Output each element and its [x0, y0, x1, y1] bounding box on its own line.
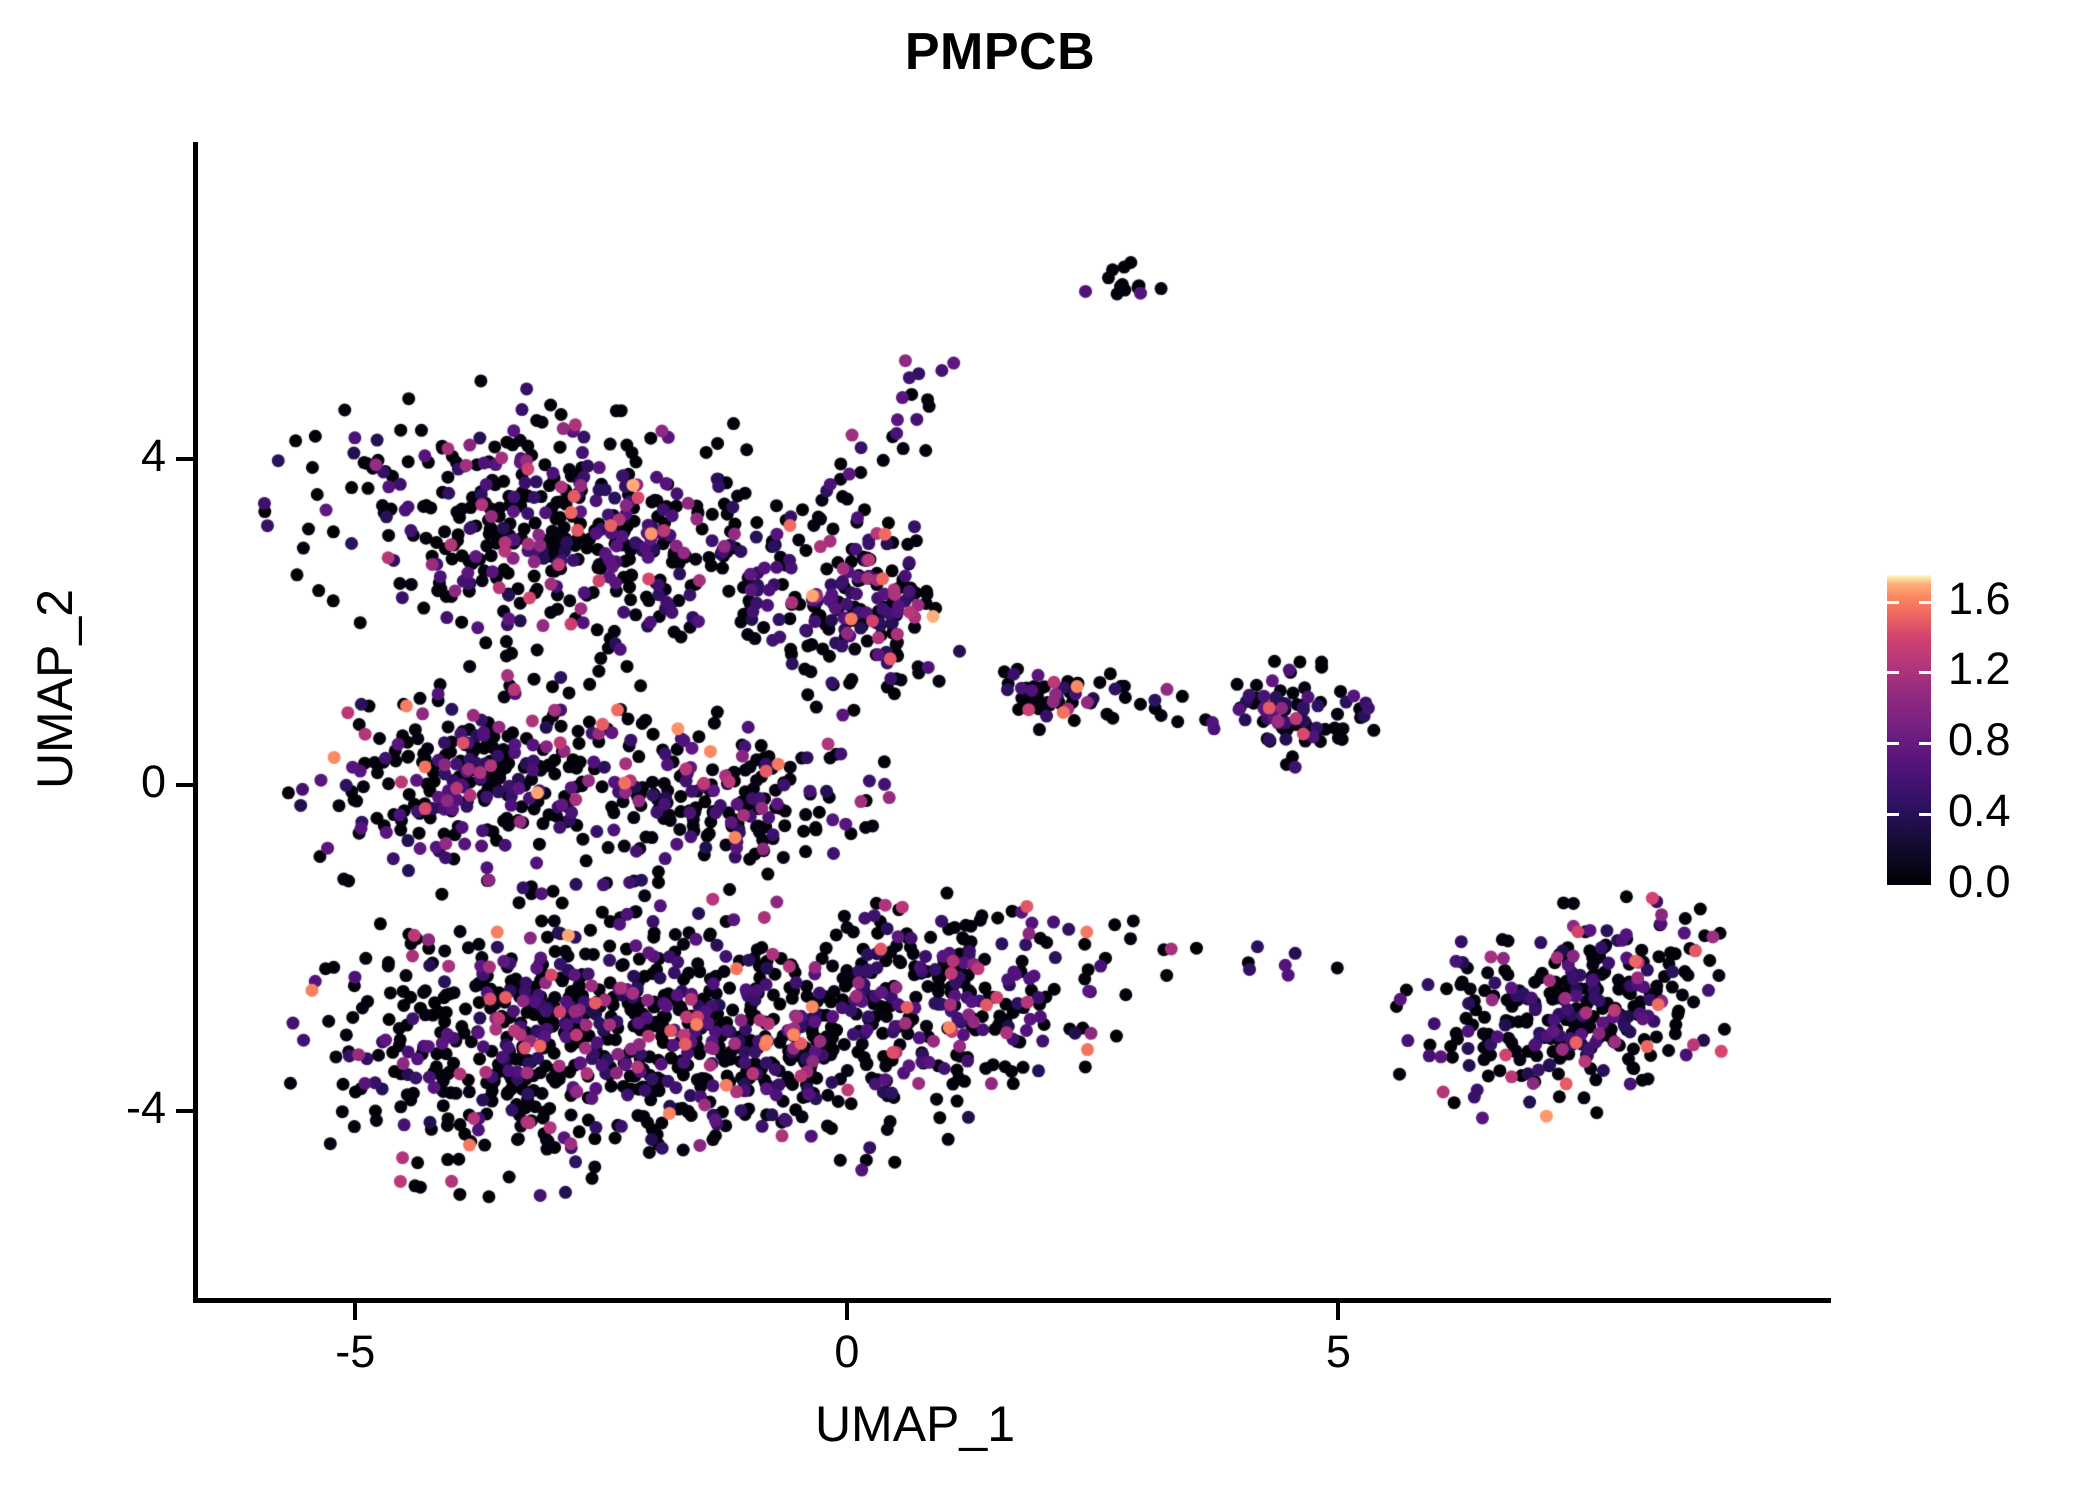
- y-tick-label: -4: [125, 1081, 166, 1133]
- colorbar-tick-mark: [1887, 671, 1931, 675]
- x-tick-mark: [1336, 1303, 1341, 1320]
- y-tick-label: 4: [140, 430, 166, 482]
- page-title: PMPCB: [904, 23, 1096, 81]
- x-axis-label: UMAP_1: [814, 1396, 1016, 1452]
- x-tick-label: 5: [1325, 1326, 1351, 1377]
- colorbar-tick-label: 1.6: [1948, 572, 2011, 624]
- colorbar-tick-label: 1.2: [1948, 643, 2011, 695]
- colorbar-tick-mark: [1887, 742, 1931, 746]
- colorbar-legend: 1.6 1.2 0.8 0.4 0.0: [1880, 560, 2090, 910]
- x-tick-label: -5: [335, 1326, 376, 1377]
- x-tick-mark: [353, 1303, 358, 1320]
- x-tick-mark: [844, 1303, 849, 1320]
- scatter-plot-area: [198, 142, 1830, 1298]
- y-tick-mark: [176, 1108, 193, 1113]
- y-tick-mark: [176, 457, 193, 462]
- x-axis-line: [193, 1298, 1831, 1303]
- y-axis-label: UMAP_2: [27, 588, 83, 790]
- x-tick-label: 0: [834, 1326, 860, 1377]
- scatter-points-canvas: [198, 142, 1830, 1298]
- colorbar-tick-label: 0.0: [1948, 856, 2011, 907]
- colorbar-tick-mark: [1887, 813, 1931, 817]
- y-tick-label: 0: [140, 756, 166, 808]
- colorbar-tick-label: 0.4: [1948, 785, 2011, 837]
- y-axis-line: [193, 142, 198, 1302]
- y-tick-mark: [176, 783, 193, 788]
- colorbar-gradient: [1887, 575, 1931, 885]
- colorbar-tick-mark: [1887, 600, 1931, 604]
- colorbar-tick-label: 0.8: [1948, 714, 2011, 766]
